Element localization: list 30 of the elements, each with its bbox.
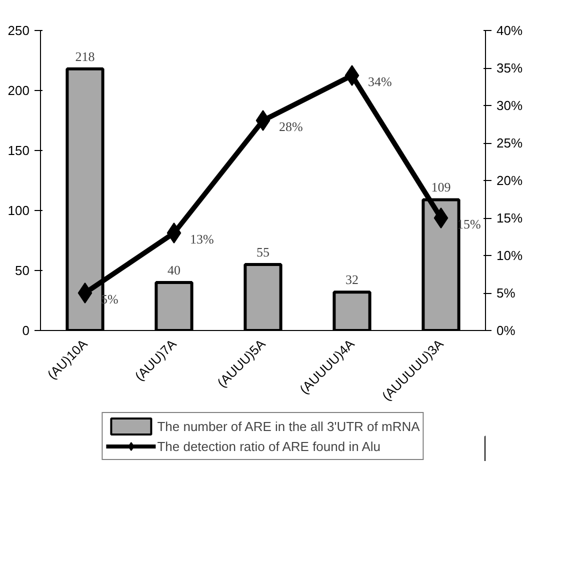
y2-tick-label: 20% — [496, 173, 523, 188]
y2-tick-label: 30% — [496, 98, 523, 113]
y-tick-label: 50 — [15, 263, 30, 278]
y-tick-label: 250 — [8, 23, 30, 38]
data-label: 32 — [346, 272, 358, 288]
y2-tick-label: 35% — [496, 60, 523, 76]
data-label: 34% — [368, 74, 392, 89]
y2-tick-label: 15% — [496, 210, 523, 226]
y-tick-label: 0 — [22, 323, 30, 338]
data-label: 109 — [431, 180, 451, 195]
y2-tick-label: 25% — [496, 136, 523, 150]
y2-tick-label: 40% — [496, 23, 523, 38]
y2-tick-label: 0% — [496, 323, 516, 338]
point — [166, 222, 182, 244]
data-label: 55 — [256, 244, 270, 260]
y-tick-label: 150 — [8, 143, 30, 158]
y-tick-label: 100 — [8, 203, 30, 218]
point — [434, 208, 448, 228]
legend-label: The number of ARE in the all 3'UTR of mRNA — [157, 418, 420, 434]
y2-tick-label: 5% — [496, 286, 516, 300]
y-tick-label: 200 — [8, 83, 30, 98]
data-label: 40 — [168, 262, 180, 278]
legend-label: The detection ratio of ARE found in Alu — [157, 438, 381, 454]
data-label: 28% — [279, 119, 303, 134]
y2-tick-label: 10% — [496, 248, 523, 263]
point — [344, 65, 360, 86]
point — [78, 282, 92, 304]
data-label: 13% — [190, 232, 214, 246]
point — [256, 110, 270, 131]
data-label: 218 — [75, 48, 95, 64]
